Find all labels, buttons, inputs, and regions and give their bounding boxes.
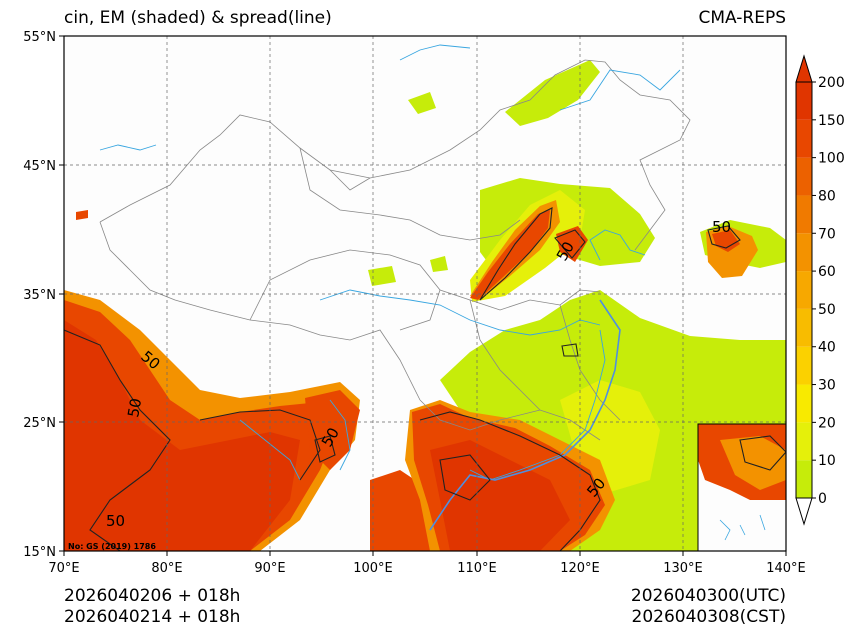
lat-tick-label: 45°N [23, 159, 56, 174]
river-line [589, 229, 646, 261]
colorbar-label: 40 [818, 340, 836, 356]
gridlines [64, 36, 786, 551]
contour-line [64, 329, 171, 551]
field-west-green [368, 266, 396, 286]
colorbar-label: 70 [818, 226, 836, 242]
colorbar-label: 150 [818, 113, 845, 129]
shaded-field: 50 50 50 50 50 50 50 No: GS (2019) 1786 [64, 36, 786, 551]
borders [99, 59, 691, 441]
contour-line [561, 343, 579, 357]
contour-line [199, 409, 321, 481]
contour-line [439, 454, 491, 501]
colorbar-label: 50 [818, 302, 836, 318]
coast-line [429, 299, 621, 531]
init-time-utc: 2026040206 + 018h [64, 586, 241, 606]
colorbar-under-arrow [795, 497, 813, 526]
colorbar-segment [796, 460, 812, 498]
border-line [249, 249, 441, 331]
inset-islands [719, 514, 766, 541]
field-north-green [505, 60, 600, 126]
init-time-cst: 2026040214 + 018h [64, 607, 241, 627]
lon-tick-label: 110°E [457, 561, 497, 576]
field-scs-deep [430, 440, 570, 551]
border-line [419, 399, 601, 441]
colorbar-label: 0 [818, 491, 827, 507]
lat-tick-label: 15°N [23, 545, 56, 560]
lat-tick-label: 55°N [23, 30, 56, 45]
river-line [99, 144, 157, 151]
colorbar: 0 10 20 30 40 50 60 70 80 100 150 200 [795, 54, 845, 526]
field-inset-orange [720, 436, 786, 490]
river-line [399, 44, 471, 61]
contour-line [419, 411, 601, 551]
colorbar-label: 100 [818, 151, 845, 167]
field-band-red [470, 210, 550, 300]
model-name: CMA-REPS [698, 8, 786, 28]
colorbar-segment [796, 233, 812, 272]
valid-time-block: 2026040300(UTC) 2026040308(CST) [631, 586, 786, 628]
colorbar-label: 10 [818, 453, 836, 469]
field-indochina-red [305, 390, 360, 470]
lon-tick-label: 130°E [663, 561, 703, 576]
contour-line [707, 225, 741, 249]
init-time-block: 2026040206 + 018h 2026040214 + 018h [64, 586, 240, 628]
colorbar-segment [796, 422, 812, 461]
axis-tick-marks [59, 35, 787, 556]
lon-tick-label: 90°E [254, 561, 285, 576]
border-line [329, 169, 371, 191]
contour-label: 50 [106, 512, 125, 530]
lat-tick-label: 25°N [23, 416, 56, 431]
field-india-deep [64, 320, 300, 551]
colorbar-label: 80 [818, 188, 836, 204]
river-line [469, 329, 606, 481]
contour-label: 50 [124, 397, 145, 419]
colorbar-segment [796, 157, 812, 196]
river-line [239, 419, 301, 481]
field-west-green [76, 210, 88, 220]
colorbar-segment [796, 346, 812, 385]
lat-tick-label: 35°N [23, 288, 56, 303]
field-north-green [408, 92, 436, 114]
border-line [99, 59, 691, 251]
colorbar-segment [796, 119, 812, 158]
contour-line [314, 435, 336, 463]
lon-tick-label: 140°E [766, 561, 806, 576]
colorbar-segment [796, 308, 812, 347]
colorbar-label: 60 [818, 264, 836, 280]
lon-tick-label: 70°E [48, 561, 79, 576]
lon-tick-label: 80°E [151, 561, 182, 576]
contour-label: 50 [712, 218, 731, 236]
lon-tick-label: 120°E [560, 561, 600, 576]
colorbar-segment [796, 195, 812, 234]
contour-line [554, 229, 586, 259]
spread-contours [64, 207, 786, 551]
colorbar-label: 30 [818, 378, 836, 394]
colorbar-label: 20 [818, 415, 836, 431]
colorbar-over-arrow [795, 54, 813, 83]
contour-line [739, 435, 786, 471]
contour-line [479, 207, 553, 301]
lon-tick-label: 100°E [353, 561, 393, 576]
coastline [429, 299, 621, 531]
colorbar-segment [796, 384, 812, 423]
valid-time-cst: 2026040308(CST) [631, 607, 786, 627]
review-number: No: GS (2019) 1786 [68, 542, 156, 551]
colorbar-label: 200 [818, 75, 845, 91]
chart-title: cin, EM (shaded) & spread(line) [64, 8, 332, 28]
valid-time-utc: 2026040300(UTC) [630, 586, 786, 606]
colorbar-frame [795, 81, 813, 499]
border-line [559, 304, 621, 421]
border-line [299, 147, 521, 241]
field-west-green [430, 256, 448, 272]
south-china-sea-inset [697, 423, 786, 551]
border-line [99, 221, 421, 401]
river-line [559, 69, 681, 111]
river-line [329, 399, 351, 471]
colorbar-segment [796, 82, 812, 120]
inset-sea-area [700, 500, 786, 551]
colorbar-segment [796, 271, 812, 309]
